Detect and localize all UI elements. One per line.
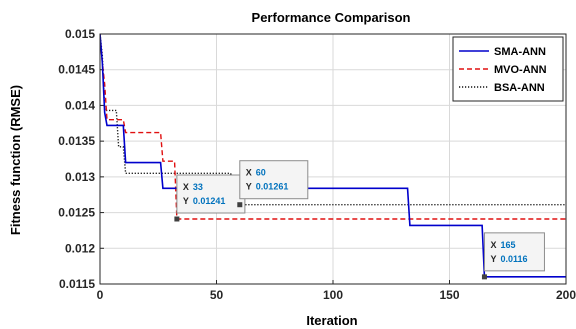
datatip-box [483, 232, 545, 272]
y-tick-label: 0.015 [65, 27, 95, 41]
y-tick-label: 0.014 [65, 98, 95, 112]
x-tick-label: 100 [323, 288, 343, 302]
datatip-y-label: Y [490, 254, 496, 264]
datatip-marker[interactable] [174, 216, 180, 222]
y-tick-label: 0.0115 [59, 277, 95, 291]
datatip-box [239, 160, 309, 200]
datatip-x-value: 33 [193, 182, 203, 192]
legend-label: MVO-ANN [494, 64, 547, 76]
datatip-y-value: 0.01261 [256, 182, 289, 192]
x-tick-label: 50 [210, 288, 224, 302]
datatip-y-label: Y [246, 182, 252, 192]
legend [452, 36, 564, 102]
datatip-x-label: X [246, 168, 252, 178]
y-tick-label: 0.0135 [58, 134, 95, 148]
y-tick-label: 0.013 [65, 170, 95, 184]
datatip-box [176, 174, 246, 214]
x-tick-label: 150 [439, 288, 459, 302]
datatip-marker[interactable] [481, 274, 487, 280]
axes-box [99, 33, 567, 285]
datatip-x-label: X [183, 182, 189, 192]
legend-label: BSA-ANN [494, 82, 545, 94]
series-line-sma-ann [100, 34, 566, 278]
series-line-mvo-ann [100, 34, 566, 220]
x-axis-label: Iteration [306, 313, 357, 328]
y-tick-label: 0.0145 [58, 63, 95, 77]
datatip-y-value: 0.01241 [193, 196, 226, 206]
datatip-marker[interactable] [237, 202, 243, 208]
y-axis-label: Fitness function (RMSE) [8, 85, 23, 235]
x-tick-label: 200 [556, 288, 576, 302]
datatip-x-value: 165 [500, 240, 515, 250]
legend-label: SMA-ANN [494, 46, 546, 58]
datatip-y-label: Y [183, 196, 189, 206]
x-tick-label: 0 [97, 288, 104, 302]
y-tick-label: 0.0125 [58, 206, 95, 220]
datatip-x-label: X [490, 240, 496, 250]
datatip-y-value: 0.0116 [500, 254, 527, 264]
plot-area: 0 50 100 150 200 0.0115 0.012 0.0125 0.013 0.0135… [58, 27, 576, 302]
y-tick-label: 0.012 [65, 241, 95, 255]
chart-title: Performance Comparison [252, 10, 411, 25]
datatip-x-value: 60 [256, 168, 266, 178]
